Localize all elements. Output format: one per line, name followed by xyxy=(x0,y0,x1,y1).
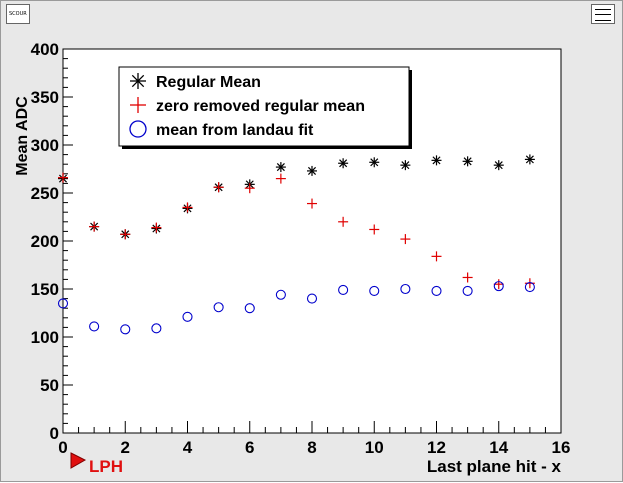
data-point xyxy=(431,251,442,262)
series-2 xyxy=(58,172,535,290)
scale-icon[interactable]: SCOUR xyxy=(6,4,30,24)
data-point xyxy=(182,311,193,322)
x-axis-label: Last plane hit - x xyxy=(427,457,562,476)
legend-label: Regular Mean xyxy=(156,74,261,91)
data-point xyxy=(400,283,411,295)
y-tick-label: 350 xyxy=(31,88,59,107)
data-point xyxy=(338,284,349,296)
data-point xyxy=(213,302,224,313)
data-point xyxy=(493,279,504,290)
y-tick-label: 250 xyxy=(31,184,59,203)
data-point xyxy=(369,285,380,296)
data-point xyxy=(182,202,193,213)
x-tick-label: 4 xyxy=(183,438,193,457)
data-point xyxy=(524,154,535,165)
scale-icon-text: SCOUR xyxy=(9,11,27,17)
data-point xyxy=(213,182,224,193)
x-tick-label: 8 xyxy=(307,438,316,457)
data-point xyxy=(151,323,162,334)
data-point xyxy=(275,173,286,184)
data-point xyxy=(244,303,255,314)
x-tick-label: 10 xyxy=(365,438,384,457)
data-point xyxy=(400,234,411,245)
x-tick-label: 6 xyxy=(245,438,254,457)
y-tick-label: 400 xyxy=(31,40,59,59)
x-tick-label: 2 xyxy=(121,438,130,457)
data-point xyxy=(275,289,286,300)
list-icon[interactable] xyxy=(591,4,615,24)
x-tick-label: 16 xyxy=(552,438,571,457)
data-point xyxy=(57,298,69,309)
y-tick-label: 300 xyxy=(31,136,59,155)
legend-label: mean from landau fit xyxy=(156,122,314,139)
y-tick-label: 200 xyxy=(31,232,59,251)
data-point xyxy=(151,222,162,233)
y-tick-label: 150 xyxy=(31,280,59,299)
y-axis-label: Mean ADC xyxy=(14,96,31,176)
legend-marker xyxy=(130,73,146,89)
legend-marker xyxy=(130,97,146,113)
data-point xyxy=(307,198,317,209)
data-point xyxy=(58,172,68,183)
red-triangle-marker-icon[interactable] xyxy=(70,452,87,469)
x-tick-label: 12 xyxy=(427,438,446,457)
axes: 0 50 100 150 200 250 300 350 400 0 2 4 6 8 10 12 14 16 xyxy=(31,40,571,457)
x-tick-label: 14 xyxy=(489,438,508,457)
y-tick-label: 0 xyxy=(50,424,59,443)
legend: Regular Mean zero removed regular mean mea… xyxy=(118,66,412,149)
lph-label: LPH xyxy=(89,457,123,476)
data-point xyxy=(524,282,535,293)
data-point xyxy=(338,216,349,227)
data-point xyxy=(524,278,535,289)
list-icon-lines xyxy=(595,9,611,21)
data-point xyxy=(275,162,286,173)
data-point xyxy=(493,281,504,292)
y-tick-label: 50 xyxy=(40,376,59,395)
data-point xyxy=(307,165,317,176)
data-point xyxy=(89,221,100,232)
data-point xyxy=(120,229,131,240)
data-point xyxy=(244,183,255,194)
x-tick-label: 0 xyxy=(58,438,67,457)
legend-label: zero removed regular mean xyxy=(156,98,365,115)
series-3 xyxy=(57,281,535,335)
data-point xyxy=(338,158,349,169)
data-point xyxy=(400,160,411,171)
data-point xyxy=(120,324,131,335)
data-point xyxy=(493,160,504,171)
data-point xyxy=(462,285,473,296)
data-point xyxy=(369,224,380,235)
data-point xyxy=(462,272,473,283)
data-point xyxy=(369,157,380,168)
data-point xyxy=(431,155,442,166)
legend-box xyxy=(118,66,410,147)
y-tick-label: 100 xyxy=(31,328,59,347)
data-points xyxy=(57,154,535,335)
data-point xyxy=(89,321,100,332)
data-point xyxy=(431,285,442,296)
data-point xyxy=(462,156,473,167)
data-point xyxy=(306,293,318,304)
legend-marker xyxy=(129,120,147,138)
